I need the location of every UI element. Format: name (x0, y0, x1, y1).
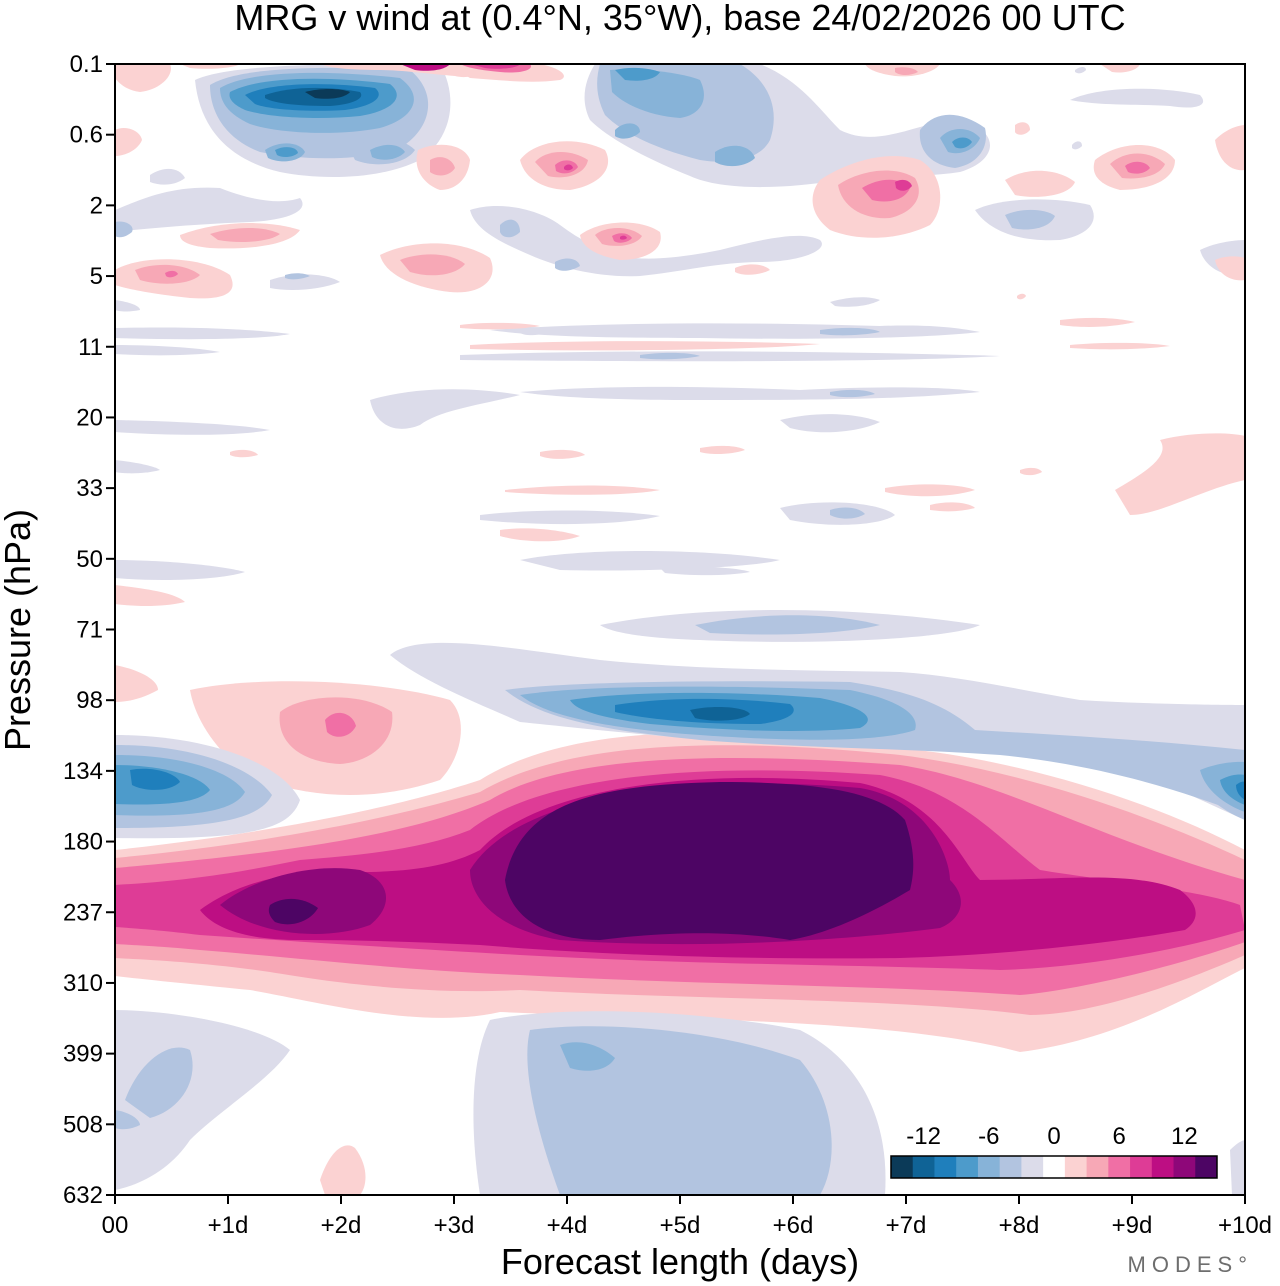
colorbar-swatch (1086, 1156, 1109, 1178)
x-axis-label: Forecast length (days) (501, 1241, 859, 1282)
y-tick-label: 508 (63, 1111, 103, 1138)
colorbar-swatch (956, 1156, 979, 1178)
colorbar-label: 12 (1171, 1123, 1198, 1150)
chart-title: MRG v wind at (0.4°N, 35°W), base 24/02/… (234, 0, 1125, 38)
modes-logo: MODES° (1128, 1252, 1253, 1277)
x-tick-label: 00 (102, 1212, 129, 1239)
positive-blob-98hPa-c (325, 712, 356, 737)
colorbar-label: -6 (978, 1123, 999, 1150)
colorbar-label: 6 (1113, 1123, 1126, 1150)
colorbar-swatch (977, 1156, 1001, 1178)
y-axis: 0.1 0.6 2 5 11 20 33 50 71 98 134 180 237 310 399 508 63… (63, 51, 115, 1209)
colorbar-swatch (1130, 1156, 1153, 1178)
y-tick-label: 310 (63, 970, 103, 997)
colorbar-label: -12 (906, 1123, 941, 1150)
colorbar-swatch (1043, 1156, 1066, 1178)
x-tick-label: +3d (434, 1212, 475, 1239)
y-tick-label: 33 (76, 475, 103, 502)
colorbar-label: 0 (1047, 1123, 1060, 1150)
y-tick-label: 632 (63, 1182, 103, 1209)
y-tick-label: 71 (76, 617, 103, 644)
x-tick-label: +9d (1112, 1212, 1153, 1239)
x-axis: 00 +1d +2d +3d +4d +5d +6d +7d +8d +9d +10d (102, 1195, 1272, 1239)
y-tick-label: 134 (63, 758, 103, 785)
contour-v14-core (505, 782, 914, 940)
y-tick-label: 5 (90, 263, 103, 290)
y-tick-label: 0.1 (70, 51, 103, 78)
y-tick-label: 399 (63, 1041, 103, 1068)
colorbar-swatch (1195, 1156, 1218, 1178)
x-tick-label: +6d (773, 1212, 814, 1239)
colorbar: -12 -6 0 6 12 (890, 1123, 1218, 1179)
negative-134hPa-early (115, 735, 300, 839)
contour-v14 (268, 898, 318, 925)
x-tick-label: +4d (547, 1212, 588, 1239)
y-tick-label: 50 (76, 546, 103, 573)
negative-71hPa-core (695, 615, 880, 635)
colorbar-swatch (1064, 1156, 1088, 1178)
stripes-11hPa (115, 297, 1170, 362)
y-tick-label: 237 (63, 899, 103, 926)
y-tick-label: 98 (76, 687, 103, 714)
x-tick-label: +10d (1218, 1212, 1272, 1239)
colorbar-swatch (1108, 1156, 1131, 1178)
x-tick-label: +1d (208, 1212, 249, 1239)
y-tick-label: 2 (90, 192, 103, 219)
stratosphere-thin-bands (115, 386, 1245, 606)
y-tick-label: 20 (76, 404, 103, 431)
upper-stratosphere-blobs (115, 64, 1245, 336)
negative-lower-troposphere (115, 1010, 1245, 1195)
colorbar-swatch (891, 1156, 914, 1178)
colorbar-swatch (912, 1156, 935, 1178)
colorbar-swatch (999, 1156, 1022, 1178)
y-axis-label: Pressure (hPa) (0, 509, 38, 751)
y-tick-label: 0.6 (70, 122, 103, 149)
colorbar-swatch (934, 1156, 957, 1178)
x-tick-label: +7d (886, 1212, 927, 1239)
colorbar-frame (890, 1155, 1218, 1179)
negative-100hPa-band (390, 642, 1245, 820)
colorbar-swatch (1021, 1156, 1044, 1178)
positive-edge-west (115, 665, 158, 702)
positive-band-upper-troposphere (115, 732, 1245, 1052)
contour-field (115, 64, 1245, 1195)
x-tick-label: +2d (321, 1212, 362, 1239)
x-tick-label: +8d (999, 1212, 1040, 1239)
colorbar-swatch (1173, 1156, 1196, 1178)
y-tick-label: 180 (63, 829, 103, 856)
colorbar-swatch (1151, 1156, 1175, 1178)
y-tick-label: 11 (78, 334, 103, 361)
x-tick-label: +5d (660, 1212, 701, 1239)
